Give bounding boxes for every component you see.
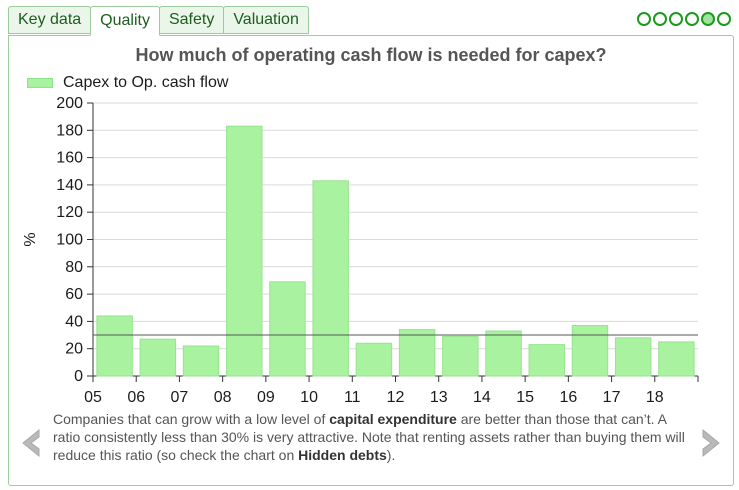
y-axis-label: % — [22, 232, 39, 246]
tab-quality[interactable]: Quality — [90, 6, 160, 36]
footnote-bold-hidden-debts[interactable]: Hidden debts — [298, 447, 387, 463]
bar-chart: 0 20 40 60 80 100 120 140 160 180 200% 05 06 07 08 09 10… — [22, 95, 699, 406]
x-tick-label: 17 — [603, 389, 621, 406]
x-tick-label: 10 — [300, 389, 318, 406]
bar-16[interactable] — [571, 324, 609, 377]
chevron-left-icon[interactable] — [19, 428, 41, 458]
x-tick-label: 13 — [430, 389, 448, 406]
bar-13[interactable] — [442, 335, 479, 377]
bar-07[interactable] — [182, 345, 220, 377]
chart-layer: 0 20 40 60 80 100 120 140 160 180 200% 05 06 07 08 09 10… — [22, 95, 699, 406]
x-tick-label: 16 — [559, 389, 577, 406]
pager-dot-3[interactable] — [669, 12, 683, 26]
chevron-right-icon[interactable] — [701, 428, 723, 458]
pager-dot-1[interactable] — [637, 12, 651, 26]
bar-09[interactable] — [269, 281, 306, 377]
y-tick-label: 20 — [65, 341, 83, 358]
footnote-part-1: Companies that can grow with a low level… — [53, 411, 330, 427]
bar-06[interactable] — [139, 338, 177, 377]
pager-dot-2[interactable] — [653, 12, 667, 26]
y-tick-label: 0 — [74, 368, 83, 385]
x-tick-label: 05 — [84, 389, 102, 406]
x-tick-label: 15 — [516, 389, 534, 406]
y-tick-label: 180 — [56, 122, 83, 139]
pager-dot-4[interactable] — [685, 12, 699, 26]
tab-safety[interactable]: Safety — [158, 6, 225, 34]
y-tick-label: 80 — [65, 259, 83, 276]
chart-title: How much of operating cash flow is neede… — [135, 45, 607, 65]
chart-footnote: Companies that can grow with a low level… — [53, 410, 693, 464]
x-tick-label: 18 — [646, 389, 664, 406]
chevron-right-svg — [702, 428, 720, 458]
tab-key-data[interactable]: Key data — [8, 6, 92, 34]
x-tick-label: 11 — [344, 389, 361, 406]
x-tick-label: 09 — [257, 389, 275, 406]
y-tick-label: 140 — [56, 177, 83, 194]
footnote-part-2: are better than those that can’t. A rati… — [53, 411, 685, 463]
x-tick-label: 06 — [127, 389, 145, 406]
pager-dot-6[interactable] — [717, 12, 731, 26]
pager-dot-5[interactable] — [701, 12, 715, 26]
footnote-part-3: ). — [386, 447, 396, 463]
bar-14[interactable] — [485, 330, 522, 377]
bar-18[interactable] — [658, 341, 695, 377]
tabs: Key data Quality Safety Valuation — [8, 6, 309, 36]
bar-12[interactable] — [398, 329, 436, 377]
y-tick-label: 160 — [56, 150, 83, 167]
bar-11[interactable] — [355, 342, 393, 377]
legend-label: Capex to Op. cash flow — [63, 74, 229, 91]
footnote-bold-capex: capital expenditure — [329, 411, 457, 427]
pager-dots — [637, 12, 731, 26]
x-tick-label: 07 — [171, 389, 189, 406]
x-tick-label: 14 — [473, 389, 491, 406]
x-tick-label: 08 — [214, 389, 232, 406]
bar-05[interactable] — [96, 315, 133, 377]
chart-panel: How much of operating cash flow is neede… — [8, 35, 734, 486]
x-tick-label: 12 — [387, 389, 405, 406]
bar-17[interactable] — [614, 337, 652, 377]
y-tick-label: 100 — [56, 232, 83, 249]
y-tick-label: 40 — [65, 313, 83, 330]
bar-10[interactable] — [312, 180, 349, 377]
chevron-left-svg — [22, 428, 40, 458]
y-tick-label: 60 — [65, 286, 83, 303]
chart-legend: Capex to Op. cash flow — [27, 74, 228, 92]
bar-08[interactable] — [226, 125, 263, 377]
bar-15[interactable] — [528, 344, 565, 377]
tab-valuation[interactable]: Valuation — [223, 6, 309, 34]
legend-swatch — [27, 78, 53, 88]
y-tick-label: 120 — [56, 204, 83, 221]
y-tick-label: 200 — [56, 95, 83, 112]
